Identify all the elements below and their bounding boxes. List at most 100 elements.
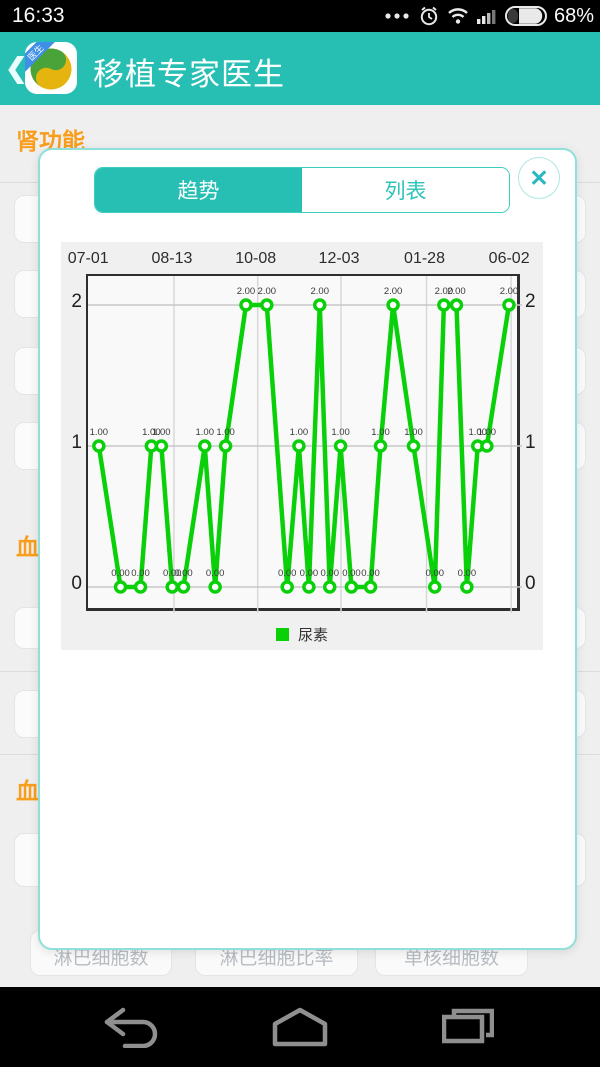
tab-group: 趋势 列表 [94, 167, 510, 213]
svg-text:2.00: 2.00 [500, 286, 518, 297]
data-point[interactable] [176, 580, 191, 594]
svg-text:0.00: 0.00 [320, 568, 339, 579]
legend-swatch [275, 628, 289, 641]
svg-text:1.00: 1.00 [290, 427, 309, 438]
data-point[interactable] [502, 298, 516, 312]
svg-text:1.00: 1.00 [478, 427, 497, 438]
x-tick-label: 12-03 [318, 250, 360, 267]
tab-trend[interactable]: 趋势 [95, 168, 302, 212]
status-bar: 16:33 [0, 0, 600, 32]
y-tick-label-right: 0 [525, 573, 536, 594]
x-tick-label: 07-01 [67, 250, 109, 267]
svg-text:1.00: 1.00 [90, 427, 109, 438]
svg-text:2.00: 2.00 [447, 286, 466, 297]
svg-text:1.00: 1.00 [152, 427, 171, 438]
data-point[interactable] [154, 439, 169, 453]
data-point[interactable] [260, 298, 274, 312]
data-point[interactable] [363, 580, 378, 594]
back-icon[interactable]: ❮ [5, 53, 28, 83]
data-point[interactable] [197, 439, 212, 453]
recents-icon [442, 1008, 494, 1044]
svg-text:0.00: 0.00 [426, 568, 445, 579]
y-tick-label-right: 2 [525, 291, 536, 312]
data-point[interactable] [313, 298, 327, 312]
section-label-blood-2: 血 [16, 778, 39, 804]
alarm-icon [420, 6, 438, 26]
data-point[interactable] [449, 298, 464, 312]
data-point[interactable] [437, 298, 451, 312]
svg-text:2.00: 2.00 [311, 286, 330, 297]
data-point[interactable] [133, 580, 148, 594]
data-point[interactable] [92, 439, 106, 453]
plot-area: 1.00 0.00 0.00 1.00 1.00 0.00 0.00 1.00 0.00 1.00… [86, 274, 522, 613]
nav-recents-button[interactable] [408, 987, 528, 1067]
data-point[interactable] [406, 439, 421, 453]
chart-legend: 尿素 [61, 624, 543, 645]
data-point[interactable] [280, 580, 294, 594]
svg-text:1.00: 1.00 [331, 427, 350, 438]
svg-text:1.00: 1.00 [371, 427, 390, 438]
data-point[interactable] [239, 298, 253, 312]
notification-dots-icon [385, 13, 409, 19]
svg-text:0.00: 0.00 [163, 568, 182, 579]
data-point[interactable] [302, 580, 316, 594]
data-point[interactable] [208, 580, 222, 594]
x-tick-label: 10-08 [235, 250, 277, 267]
x-tick-label: 08-13 [151, 250, 193, 267]
svg-text:2.00: 2.00 [384, 286, 403, 297]
app-header: ❮ 医生 移植专家医生 [0, 32, 600, 105]
x-tick-label: 06-02 [488, 250, 530, 267]
section-label-blood-1: 血 [16, 534, 39, 560]
data-point[interactable] [113, 580, 128, 594]
data-point[interactable] [386, 298, 400, 312]
svg-text:2.00: 2.00 [258, 286, 277, 297]
svg-text:0.00: 0.00 [342, 568, 361, 579]
y-tick-label-left: 1 [71, 432, 82, 453]
svg-text:0.00: 0.00 [278, 568, 297, 579]
data-point[interactable] [373, 439, 388, 453]
svg-text:0.00: 0.00 [206, 568, 225, 579]
page-title: 移植专家医生 [93, 57, 285, 92]
x-tick-label: 01-28 [404, 250, 445, 267]
svg-text:1.00: 1.00 [195, 427, 214, 438]
home-icon [272, 1007, 328, 1047]
svg-text:1.00: 1.00 [468, 427, 487, 438]
wifi-icon [448, 8, 468, 24]
data-point[interactable] [333, 439, 348, 453]
close-icon[interactable]: ✕ [518, 157, 560, 199]
chart-panel: 07-01 08-13 10-08 12-03 01-28 06-02 0 0 1 1 2 2 1.… [61, 242, 543, 650]
data-point[interactable] [292, 439, 306, 453]
svg-text:0.00: 0.00 [458, 568, 477, 579]
data-point[interactable] [344, 580, 359, 594]
battery-icon [504, 6, 547, 26]
nav-home-button[interactable] [240, 987, 360, 1067]
svg-text:2.00: 2.00 [435, 286, 454, 297]
legend-label: 尿素 [297, 627, 328, 644]
clock: 16:33 [12, 4, 65, 27]
tab-list[interactable]: 列表 [302, 168, 509, 212]
svg-text:0.00: 0.00 [131, 568, 150, 579]
data-point[interactable] [165, 580, 179, 594]
x-axis-labels: 07-01 08-13 10-08 12-03 01-28 06-02 [61, 250, 543, 272]
y-tick-label-left: 0 [71, 573, 82, 594]
svg-text:0.00: 0.00 [111, 568, 130, 579]
y-tick-label-right: 1 [525, 432, 536, 453]
back-arrow-icon [104, 1007, 158, 1048]
app-logo: 医生 [25, 42, 77, 94]
data-point[interactable] [460, 580, 474, 594]
data-point[interactable] [322, 580, 337, 594]
svg-text:0.00: 0.00 [361, 568, 380, 579]
y-tick-label-left: 2 [71, 291, 82, 312]
svg-text:1.00: 1.00 [216, 427, 235, 438]
svg-text:2.00: 2.00 [237, 286, 256, 297]
data-point[interactable] [480, 439, 494, 453]
signal-icon [476, 10, 496, 24]
nav-back-button[interactable] [72, 987, 192, 1067]
svg-text:0.00: 0.00 [174, 568, 193, 579]
svg-text:1.00: 1.00 [404, 427, 423, 438]
svg-text:1.00: 1.00 [142, 427, 161, 438]
data-point[interactable] [218, 439, 233, 453]
data-point[interactable] [428, 580, 442, 594]
